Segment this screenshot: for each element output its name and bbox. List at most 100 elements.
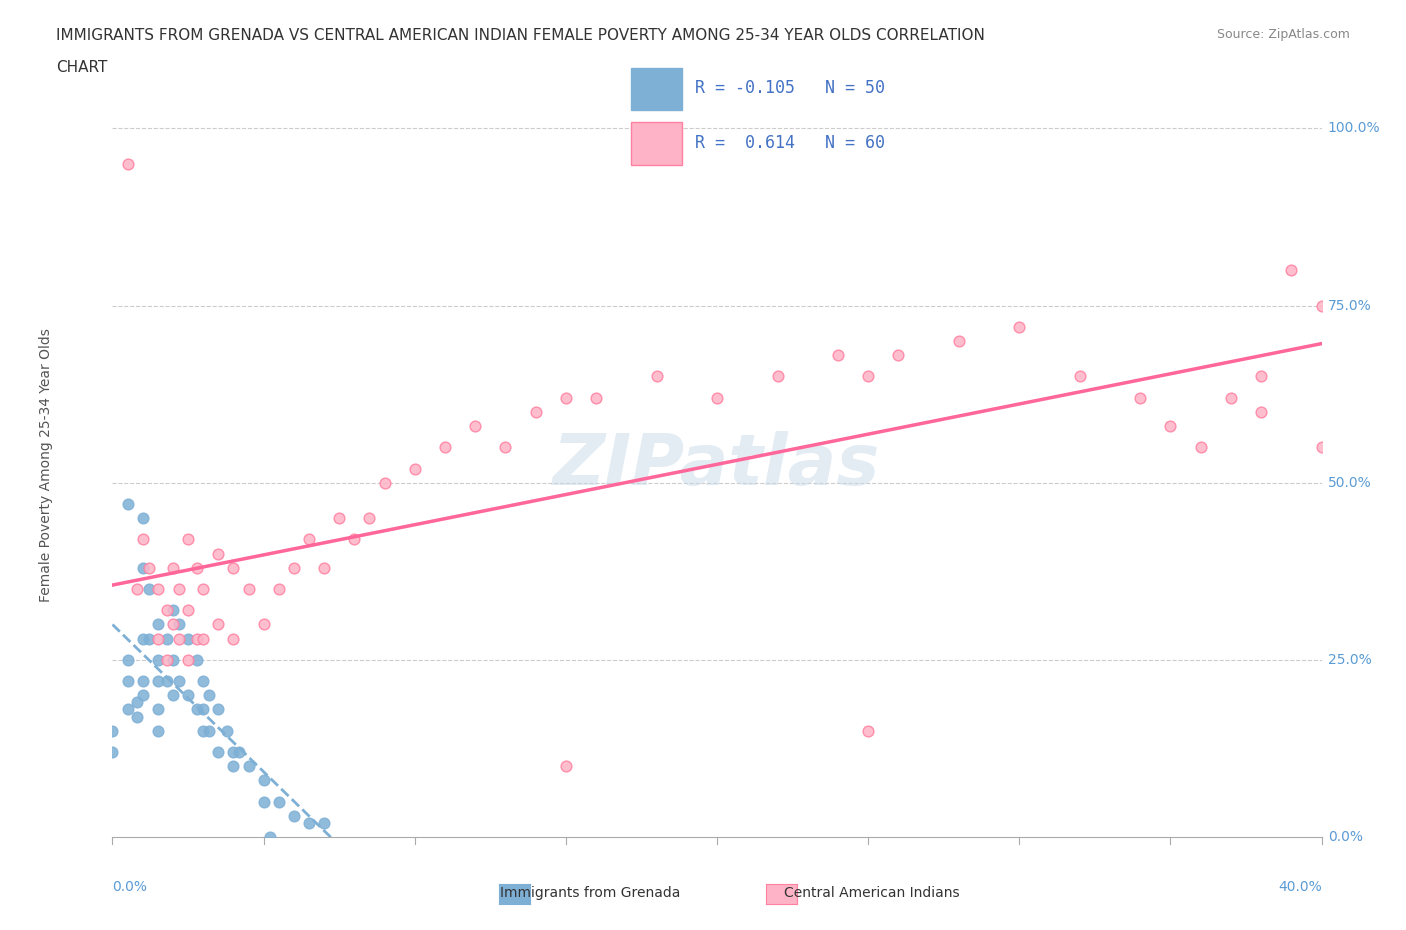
Text: 75.0%: 75.0% bbox=[1327, 299, 1371, 312]
Point bbox=[298, 816, 321, 830]
Point bbox=[253, 773, 276, 788]
Point bbox=[162, 688, 184, 703]
Point bbox=[404, 461, 426, 476]
Point bbox=[117, 653, 139, 668]
Point bbox=[146, 653, 169, 668]
Text: Central American Indians: Central American Indians bbox=[785, 885, 959, 900]
Text: ZIPatlas: ZIPatlas bbox=[554, 431, 880, 499]
Text: CHART: CHART bbox=[56, 60, 108, 75]
Point bbox=[101, 745, 124, 760]
Point bbox=[117, 497, 139, 512]
Point bbox=[1250, 405, 1272, 419]
Point bbox=[238, 759, 260, 774]
Point bbox=[222, 560, 245, 575]
Point bbox=[167, 617, 190, 631]
Text: 100.0%: 100.0% bbox=[1327, 122, 1381, 136]
Text: 50.0%: 50.0% bbox=[1327, 476, 1371, 490]
Point bbox=[222, 631, 245, 646]
Point bbox=[267, 794, 290, 809]
Point bbox=[177, 653, 200, 668]
Point bbox=[1069, 369, 1091, 384]
Point bbox=[1250, 369, 1272, 384]
Point bbox=[433, 440, 456, 455]
Point bbox=[207, 702, 229, 717]
Point bbox=[253, 617, 276, 631]
Point bbox=[1310, 299, 1333, 313]
Point bbox=[138, 581, 160, 596]
Point bbox=[162, 560, 184, 575]
Point bbox=[222, 745, 245, 760]
Text: 0.0%: 0.0% bbox=[112, 880, 148, 894]
Point bbox=[217, 724, 239, 738]
Text: 0.0%: 0.0% bbox=[1327, 830, 1362, 844]
Point bbox=[1189, 440, 1212, 455]
Point bbox=[359, 511, 381, 525]
Point bbox=[132, 560, 155, 575]
Point bbox=[125, 581, 148, 596]
Point bbox=[132, 688, 155, 703]
Point bbox=[117, 156, 139, 171]
Point bbox=[177, 603, 200, 618]
Point bbox=[146, 702, 169, 717]
Point bbox=[283, 808, 305, 823]
Point bbox=[222, 759, 245, 774]
Point bbox=[177, 631, 200, 646]
Point bbox=[343, 532, 366, 547]
Point bbox=[314, 816, 336, 830]
Point bbox=[554, 391, 576, 405]
Point bbox=[177, 688, 200, 703]
Point bbox=[464, 418, 486, 433]
Point bbox=[198, 724, 221, 738]
Point bbox=[259, 830, 281, 844]
Point bbox=[766, 369, 789, 384]
Point bbox=[1279, 262, 1302, 277]
Point bbox=[238, 581, 260, 596]
Point bbox=[207, 745, 229, 760]
Point bbox=[156, 653, 179, 668]
Point bbox=[1129, 391, 1152, 405]
Point bbox=[191, 724, 214, 738]
Point bbox=[706, 391, 728, 405]
Point bbox=[132, 511, 155, 525]
Point bbox=[156, 631, 179, 646]
Point bbox=[554, 759, 576, 774]
Point bbox=[146, 631, 169, 646]
Point bbox=[314, 560, 336, 575]
Point bbox=[132, 673, 155, 688]
Point bbox=[856, 724, 880, 738]
Point bbox=[524, 405, 547, 419]
Point bbox=[101, 724, 124, 738]
Point bbox=[156, 603, 179, 618]
Point bbox=[146, 617, 169, 631]
Text: 25.0%: 25.0% bbox=[1327, 653, 1371, 667]
Point bbox=[125, 695, 148, 710]
Point bbox=[138, 631, 160, 646]
Point bbox=[228, 745, 250, 760]
Point bbox=[645, 369, 668, 384]
Point bbox=[856, 369, 880, 384]
Point bbox=[117, 673, 139, 688]
Point bbox=[132, 532, 155, 547]
Point bbox=[585, 391, 607, 405]
Point bbox=[162, 653, 184, 668]
Point bbox=[186, 631, 208, 646]
Point bbox=[167, 581, 190, 596]
Point bbox=[191, 631, 214, 646]
Point bbox=[186, 702, 208, 717]
Point bbox=[328, 511, 350, 525]
Text: IMMIGRANTS FROM GRENADA VS CENTRAL AMERICAN INDIAN FEMALE POVERTY AMONG 25-34 YE: IMMIGRANTS FROM GRENADA VS CENTRAL AMERI… bbox=[56, 28, 986, 43]
Point bbox=[125, 709, 148, 724]
Point bbox=[162, 617, 184, 631]
Point bbox=[156, 673, 179, 688]
Point bbox=[167, 673, 190, 688]
Point bbox=[186, 560, 208, 575]
Text: Immigrants from Grenada: Immigrants from Grenada bbox=[501, 885, 681, 900]
Point bbox=[948, 334, 970, 349]
Point bbox=[138, 560, 160, 575]
Text: 40.0%: 40.0% bbox=[1278, 880, 1322, 894]
Point bbox=[253, 794, 276, 809]
FancyBboxPatch shape bbox=[631, 123, 682, 165]
Text: R = -0.105   N = 50: R = -0.105 N = 50 bbox=[695, 79, 884, 98]
Point bbox=[207, 546, 229, 561]
Point bbox=[162, 603, 184, 618]
